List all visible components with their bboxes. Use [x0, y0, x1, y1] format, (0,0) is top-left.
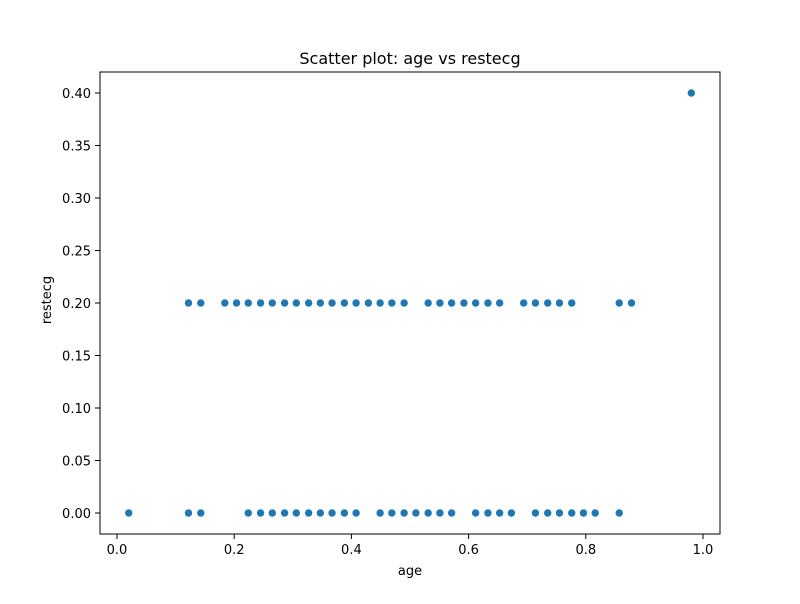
y-tick-label: 0.10 [62, 402, 91, 417]
y-tick-label: 0.05 [62, 455, 91, 470]
y-tick-label: 0.25 [62, 245, 91, 260]
x-tick-label: 0.4 [341, 543, 362, 558]
scatter-point [483, 508, 493, 518]
x-tick-label: 0.8 [575, 543, 596, 558]
y-axis: 0.00 0.05 0.10 0.15 0.20 0.25 0.30 0.35 0.40 [62, 87, 100, 522]
scatter-point [543, 508, 553, 518]
scatter-point [316, 298, 325, 308]
scatter-point [447, 298, 456, 308]
y-tick-label: 0.20 [62, 297, 91, 312]
y-tick-label: 0.40 [62, 87, 91, 102]
x-tick-label: 0.0 [107, 543, 128, 558]
scatter-point [471, 298, 480, 308]
x-axis-label: age [398, 564, 422, 579]
scatter-point [351, 508, 361, 518]
scatter-point [387, 298, 397, 308]
scatter-point [387, 508, 397, 518]
y-tick-label: 0.15 [62, 350, 91, 365]
scatter-point [196, 508, 206, 518]
scatter-point [316, 508, 325, 518]
scatter-point [614, 298, 624, 308]
scatter-point [304, 298, 313, 308]
scatter-point [292, 508, 301, 518]
scatter-point [555, 508, 564, 518]
scatter-point [327, 508, 337, 518]
scatter-point [435, 298, 445, 308]
scatter-point [567, 298, 577, 308]
scatter-point [232, 298, 241, 308]
scatter-point [399, 298, 409, 308]
scatter-point [267, 298, 277, 308]
scatter-point [507, 508, 516, 518]
scatter-point [196, 298, 206, 308]
scatter-point [124, 508, 134, 518]
scatter-point [614, 508, 624, 518]
scatter-point [483, 298, 493, 308]
x-tick-label: 0.6 [458, 543, 479, 558]
scatter-point [519, 298, 528, 308]
scatter-point [567, 508, 577, 518]
scatter-point [435, 508, 445, 518]
scatter-point [220, 298, 230, 308]
plot-area [99, 71, 721, 535]
scatter-point [375, 508, 385, 518]
scatter-point [184, 508, 193, 518]
scatter-point [280, 508, 289, 518]
scatter-point [364, 298, 373, 308]
scatter-point [267, 508, 277, 518]
scatter-point [543, 298, 553, 308]
scatter-point [579, 508, 588, 518]
scatter-point [590, 508, 600, 518]
scatter-point [423, 508, 433, 518]
scatter-point [411, 508, 421, 518]
scatter-point [256, 508, 265, 518]
scatter-point [351, 298, 361, 308]
scatter-point [686, 88, 696, 98]
y-axis-label: restecg [40, 276, 55, 324]
scatter-point [627, 298, 636, 308]
scatter-point [459, 298, 469, 308]
scatter-point [184, 298, 193, 308]
scatter-point [531, 298, 540, 308]
scatter-point [447, 508, 456, 518]
x-tick-label: 0.2 [224, 543, 245, 558]
scatter-point [495, 508, 504, 518]
scatter-point [495, 298, 504, 308]
scatter-point [531, 508, 540, 518]
scatter-point [304, 508, 313, 518]
scatter-point [423, 298, 433, 308]
scatter-point [256, 298, 265, 308]
scatter-point [327, 298, 337, 308]
y-tick-label: 0.35 [62, 140, 91, 155]
x-tick-label: 1.0 [693, 543, 714, 558]
scatter-point [340, 298, 349, 308]
plot-frame [99, 71, 721, 535]
scatter-point [375, 298, 385, 308]
y-tick-label: 0.00 [62, 507, 91, 522]
x-axis: 0.0 0.2 0.4 0.6 0.8 1.0 [107, 534, 714, 558]
scatter-points [124, 88, 696, 518]
scatter-point [243, 508, 253, 518]
scatter-point [340, 508, 349, 518]
scatter-point [555, 298, 564, 308]
scatter-point [471, 508, 480, 518]
y-tick-label: 0.30 [62, 192, 91, 207]
scatter-point [243, 298, 253, 308]
scatter-point [292, 298, 301, 308]
chart-title: Scatter plot: age vs restecg [299, 49, 520, 68]
scatter-point [280, 298, 289, 308]
scatter-point [399, 508, 409, 518]
